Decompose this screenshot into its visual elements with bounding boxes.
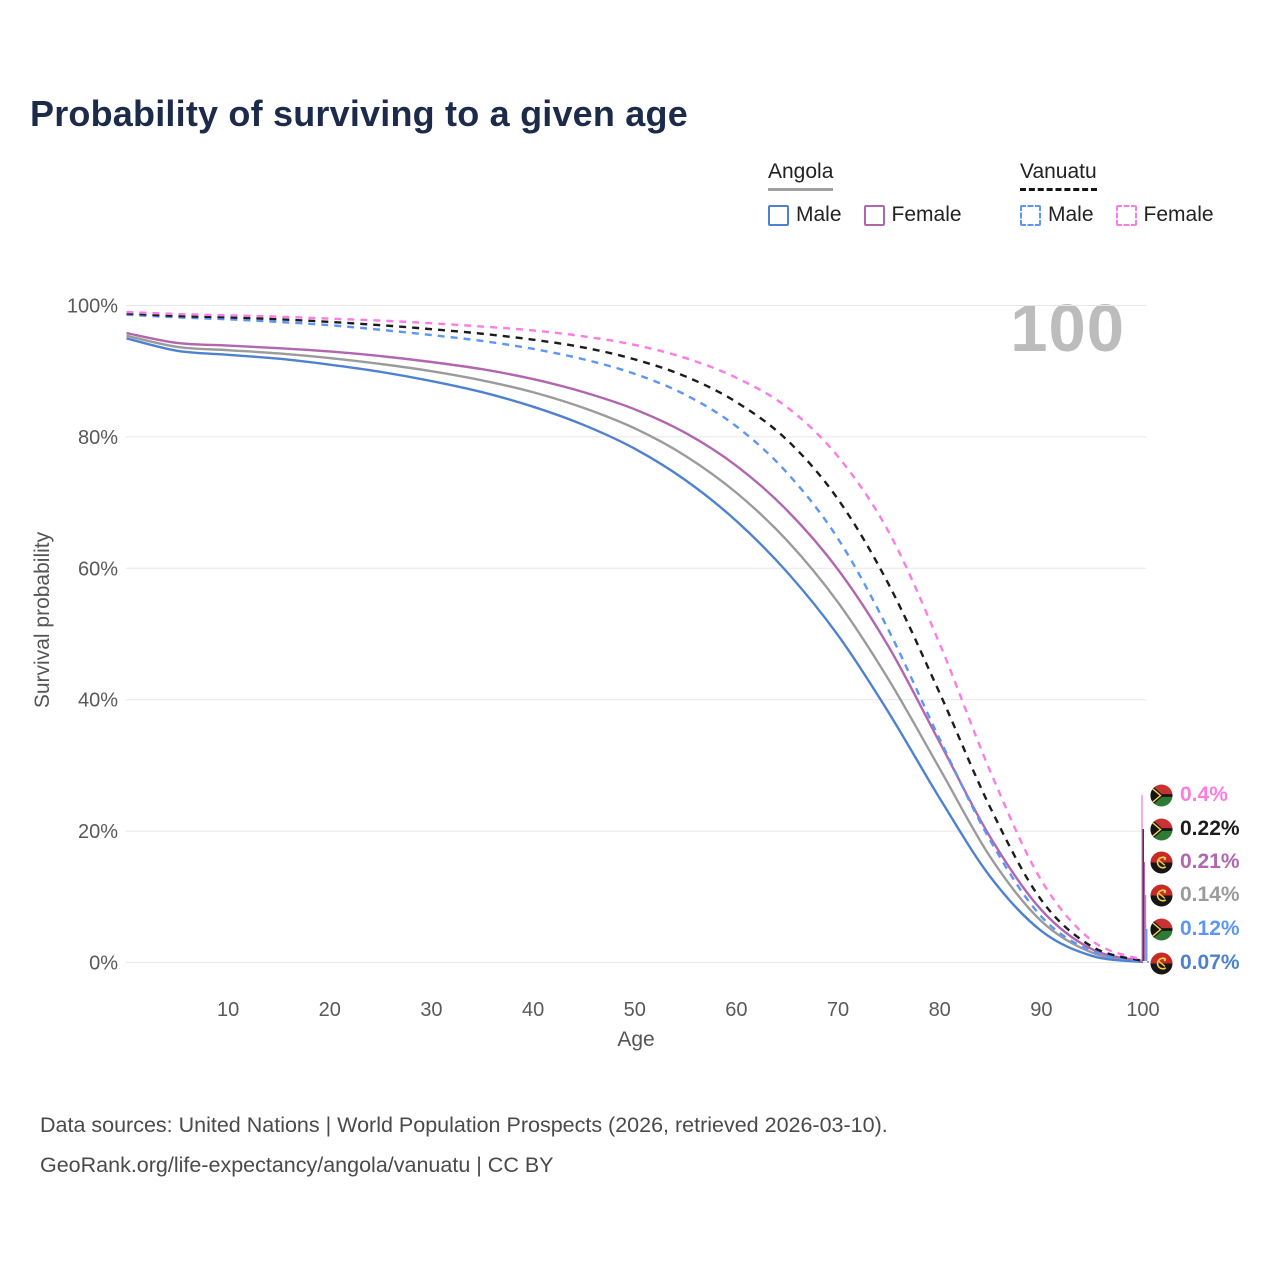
page-title: Probability of surviving to a given age bbox=[30, 93, 688, 134]
angola-male-swatch-icon bbox=[768, 204, 789, 226]
series-line-vanuatu-female bbox=[126, 310, 1144, 962]
x-tick-label: 20 bbox=[319, 999, 341, 1021]
end-value-label: 0.22% bbox=[1180, 817, 1240, 840]
legend-title-vanuatu[interactable]: Vanuatu bbox=[1020, 160, 1097, 191]
footer-sources: Data sources: United Nations | World Pop… bbox=[40, 1113, 888, 1137]
series-line-angola-female bbox=[126, 331, 1144, 963]
x-axis-title: Age bbox=[617, 1028, 655, 1051]
legend-group-angola: Angola Male Female bbox=[768, 160, 962, 227]
footer-attribution: GeoRank.org/life-expectancy/angola/vanua… bbox=[40, 1152, 554, 1177]
x-tick-label: 90 bbox=[1030, 999, 1052, 1021]
y-tick-label: 60% bbox=[78, 558, 118, 580]
end-label-vanuatu-0.22: 0.22% bbox=[1150, 817, 1240, 841]
x-tick-label: 100 bbox=[1126, 999, 1159, 1021]
vanuatu-female-swatch-icon bbox=[1115, 204, 1137, 226]
x-tick-label: 70 bbox=[827, 999, 849, 1021]
y-tick-label: 20% bbox=[78, 821, 118, 843]
end-label-angola-0.14: 0.14% bbox=[1150, 883, 1240, 907]
legend-items-angola: Male Female bbox=[768, 203, 962, 227]
y-tick-label: 0% bbox=[89, 953, 118, 975]
legend-item-vanuatu-female[interactable]: Female bbox=[1115, 203, 1214, 227]
legend-group-vanuatu: Vanuatu Male Female bbox=[1020, 160, 1214, 227]
angola-flag-icon bbox=[1150, 883, 1173, 907]
x-tick-label: 40 bbox=[522, 999, 544, 1021]
legend-item-angola-female[interactable]: Female bbox=[863, 203, 962, 227]
end-label-angola-0.21: 0.21% bbox=[1150, 850, 1240, 874]
end-value-label: 0.21% bbox=[1180, 850, 1240, 873]
end-value-label: 0.14% bbox=[1180, 883, 1240, 906]
angola-flag-icon bbox=[1150, 850, 1173, 874]
end-value-label: 0.12% bbox=[1180, 917, 1240, 940]
angola-flag-icon bbox=[1150, 951, 1173, 975]
footer: Data sources: United Nations | World Pop… bbox=[40, 1106, 888, 1186]
legend-item-angola-male[interactable]: Male bbox=[768, 203, 842, 227]
end-label-vanuatu-0.4: 0.4% bbox=[1150, 783, 1228, 807]
legend-items-vanuatu: Male Female bbox=[1020, 203, 1214, 227]
legend-item-label: Female bbox=[1143, 203, 1214, 226]
x-tick-label: 50 bbox=[624, 999, 646, 1021]
vanuatu-flag-icon bbox=[1150, 817, 1173, 841]
y-axis-title: Survival probability bbox=[31, 531, 54, 709]
legend-item-vanuatu-male[interactable]: Male bbox=[1020, 203, 1094, 227]
x-tick-label: 80 bbox=[929, 999, 951, 1021]
vanuatu-flag-icon bbox=[1150, 917, 1173, 941]
x-tick-label: 30 bbox=[420, 999, 442, 1021]
series-line-angola-male bbox=[126, 337, 1144, 964]
legend-item-label: Female bbox=[891, 203, 962, 226]
x-tick-label: 60 bbox=[725, 999, 747, 1021]
series-line-vanuatu-both bbox=[126, 312, 1144, 963]
legend-title-angola[interactable]: Angola bbox=[768, 160, 834, 191]
x-tick-label: 10 bbox=[217, 999, 239, 1021]
legend-item-label: Male bbox=[1048, 203, 1094, 226]
vanuatu-male-swatch-icon bbox=[1020, 204, 1041, 226]
end-label-angola-0.07: 0.07% bbox=[1150, 951, 1240, 975]
end-value-label: 0.07% bbox=[1180, 951, 1240, 974]
y-tick-label: 100% bbox=[67, 296, 118, 318]
y-tick-label: 40% bbox=[78, 690, 118, 712]
end-label-vanuatu-0.12: 0.12% bbox=[1150, 917, 1240, 941]
angola-female-swatch-icon bbox=[863, 204, 885, 226]
legend-item-label: Male bbox=[796, 203, 842, 226]
end-value-label: 0.4% bbox=[1180, 783, 1228, 806]
hover-age-indicator: 100 bbox=[1010, 291, 1125, 366]
y-tick-label: 80% bbox=[78, 427, 118, 449]
vanuatu-flag-icon bbox=[1150, 783, 1173, 807]
series-line-vanuatu-male bbox=[126, 313, 1144, 963]
series-line-angola-both bbox=[126, 334, 1144, 963]
